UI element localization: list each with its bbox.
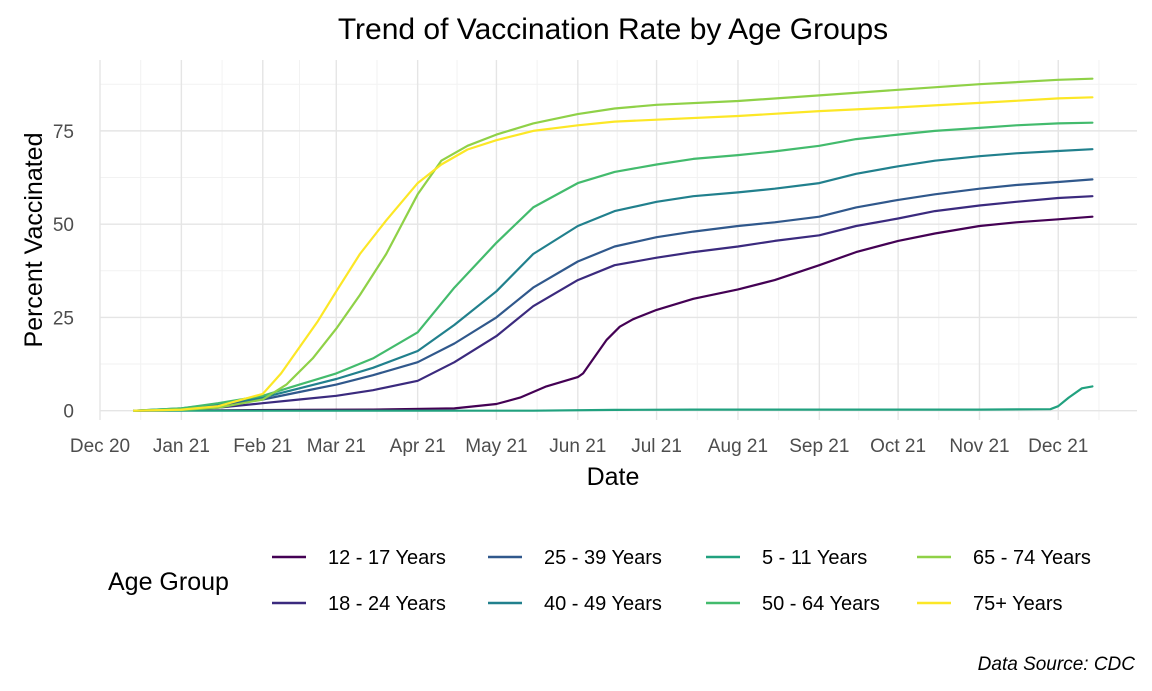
series-line: [133, 195, 1094, 412]
y-tick-label: 0: [63, 402, 74, 423]
chart-title: Trend of Vaccination Rate by Age Groups: [338, 13, 888, 46]
series-line: [133, 385, 1094, 412]
series-line: [133, 121, 1094, 412]
x-tick-label: Oct 21: [870, 436, 926, 457]
x-tick-label: Apr 21: [390, 436, 446, 457]
y-tick-label: 25: [53, 308, 74, 329]
y-axis-label: Percent Vaccinated: [20, 133, 48, 348]
x-tick-label: Nov 21: [949, 436, 1009, 457]
legend-label: 40 - 49 Years: [544, 593, 662, 615]
legend-label: 12 - 17 Years: [328, 547, 446, 569]
series-line: [133, 77, 1094, 412]
legend-label: 5 - 11 Years: [762, 547, 867, 569]
x-axis-label: Date: [587, 463, 640, 491]
legend-items: 12 - 17 Years 18 - 24 Years 25 - 39 Years 4…: [272, 547, 1091, 615]
series-line: [133, 96, 1094, 412]
legend-label: 50 - 64 Years: [762, 593, 880, 615]
x-tick-label: Dec 20: [70, 436, 130, 457]
series-lines: [133, 77, 1094, 412]
series-line: [133, 215, 1094, 412]
legend-label: 75+ Years: [973, 593, 1063, 615]
data-source-caption: Data Source: CDC: [978, 654, 1136, 675]
x-axis-tick-labels: Dec 20 Jan 21 Feb 21 Mar 21 Apr 21 May 21 Jun …: [70, 436, 1088, 457]
legend-label: 18 - 24 Years: [328, 593, 446, 615]
plot-grid: [99, 60, 1137, 420]
x-tick-label: May 21: [465, 436, 527, 457]
x-tick-label: Jan 21: [153, 436, 210, 457]
x-tick-label: Sep 21: [789, 436, 849, 457]
legend-label: 25 - 39 Years: [544, 547, 662, 569]
x-tick-label: Jul 21: [631, 436, 682, 457]
y-axis-tick-labels: 0 25 50 75: [53, 122, 74, 423]
x-tick-label: Dec 21: [1028, 436, 1088, 457]
x-tick-label: Jun 21: [549, 436, 606, 457]
series-line: [133, 178, 1094, 412]
y-tick-label: 75: [53, 122, 74, 143]
series-line: [133, 148, 1094, 412]
legend: Age Group 12 - 17 Years 18 - 24 Years 25 -…: [108, 547, 1091, 615]
y-tick-label: 50: [53, 215, 74, 236]
x-tick-label: Feb 21: [233, 436, 292, 457]
x-tick-label: Mar 21: [307, 436, 366, 457]
legend-title: Age Group: [108, 568, 229, 596]
legend-label: 65 - 74 Years: [973, 547, 1091, 569]
x-tick-label: Aug 21: [708, 436, 768, 457]
